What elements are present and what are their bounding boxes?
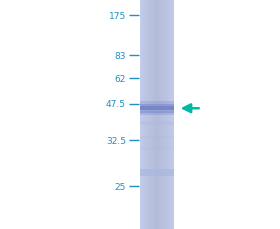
- Text: 83: 83: [115, 52, 126, 61]
- Text: 175: 175: [109, 11, 126, 21]
- Bar: [140, 102, 174, 106]
- Bar: [140, 111, 174, 116]
- Text: 62: 62: [115, 74, 126, 84]
- Bar: [140, 136, 174, 139]
- Text: 47.5: 47.5: [106, 100, 126, 109]
- Bar: [140, 170, 174, 176]
- Bar: [140, 104, 174, 109]
- Bar: [140, 106, 174, 111]
- Text: 25: 25: [115, 182, 126, 191]
- Bar: [140, 148, 174, 150]
- Bar: [140, 109, 174, 113]
- Text: 32.5: 32.5: [106, 136, 126, 145]
- Bar: [140, 122, 174, 126]
